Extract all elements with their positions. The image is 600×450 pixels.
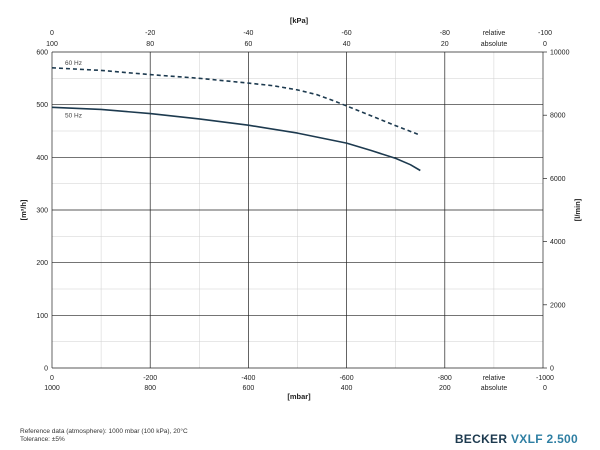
right-axis-label: [l/min] (573, 198, 582, 221)
series-line-0 (51, 67, 421, 136)
y-tick-left: 400 (36, 155, 48, 162)
x-tick-bottom-relative: -1000 (536, 375, 554, 382)
x-tick-bottom-relative: -800 (438, 375, 452, 382)
x-tick-bottom-relative: 0 (50, 375, 54, 382)
x-tick-bottom-absolute: 800 (144, 385, 156, 392)
x-tick-bottom-absolute: 200 (439, 385, 451, 392)
y-tick-right: 6000 (550, 176, 566, 183)
bottom-relative-label: relative (483, 375, 506, 382)
brand-logo: BECKER VXLF 2.500 (455, 432, 578, 446)
tolerance-note: Tolerance: ±5% (20, 436, 65, 443)
series-label-0: 60 Hz (65, 60, 82, 67)
series: 60 Hz 50 Hz (51, 60, 421, 172)
y-tick-right: 2000 (550, 302, 566, 309)
y-tick-left: 200 (36, 260, 48, 267)
top-relative-label: relative (483, 30, 506, 37)
brand-model: VXLF 2.500 (510, 432, 578, 446)
x-tick-top-relative: -20 (145, 30, 155, 37)
top-absolute-label: absolute (481, 41, 508, 48)
x-tick-top-absolute: 40 (343, 41, 351, 48)
left-axis-label: [m³/h] (19, 199, 28, 220)
brand-name: BECKER (454, 432, 508, 446)
y-tick-left: 300 (36, 208, 48, 215)
x-tick-top-absolute: 0 (543, 41, 547, 48)
y-tick-left: 0 (44, 366, 48, 373)
y-tick-left: 100 (36, 313, 48, 320)
y-tick-left: 500 (36, 102, 48, 109)
x-tick-bottom-relative: -600 (340, 375, 354, 382)
x-tick-top-absolute: 60 (245, 41, 253, 48)
x-tick-bottom-absolute: 400 (341, 385, 353, 392)
top-axis-label: [kPa] (290, 16, 309, 25)
performance-chart: 0100200300400500600020004000600080001000… (19, 16, 582, 401)
x-tick-top-absolute: 20 (441, 41, 449, 48)
x-tick-top-absolute: 80 (146, 41, 154, 48)
reference-note: Reference data (atmosphere): 1000 mbar (… (20, 428, 188, 435)
y-tick-right: 4000 (550, 239, 566, 246)
y-tick-right: 10000 (550, 50, 570, 57)
y-tick-left: 600 (36, 50, 48, 57)
tick-labels: 0100200300400500600020004000600080001000… (36, 30, 569, 392)
series-line-1 (51, 106, 421, 172)
x-tick-bottom-absolute: 600 (243, 385, 255, 392)
x-tick-bottom-absolute: 1000 (44, 385, 60, 392)
x-tick-top-relative: -60 (342, 30, 352, 37)
x-tick-top-relative: -40 (243, 30, 253, 37)
grid (51, 51, 544, 369)
x-tick-top-relative: 0 (50, 30, 54, 37)
x-tick-bottom-absolute: 0 (543, 385, 547, 392)
bottom-axis-label: [mbar] (287, 392, 311, 401)
y-tick-right: 0 (550, 366, 554, 373)
x-tick-top-relative: -80 (440, 30, 450, 37)
x-tick-bottom-relative: -200 (143, 375, 157, 382)
series-label-1: 50 Hz (65, 112, 82, 119)
x-tick-top-relative: -100 (538, 30, 552, 37)
x-tick-bottom-relative: -400 (241, 375, 255, 382)
bottom-absolute-label: absolute (481, 385, 508, 392)
y-tick-right: 8000 (550, 113, 566, 120)
x-tick-top-absolute: 100 (46, 41, 58, 48)
